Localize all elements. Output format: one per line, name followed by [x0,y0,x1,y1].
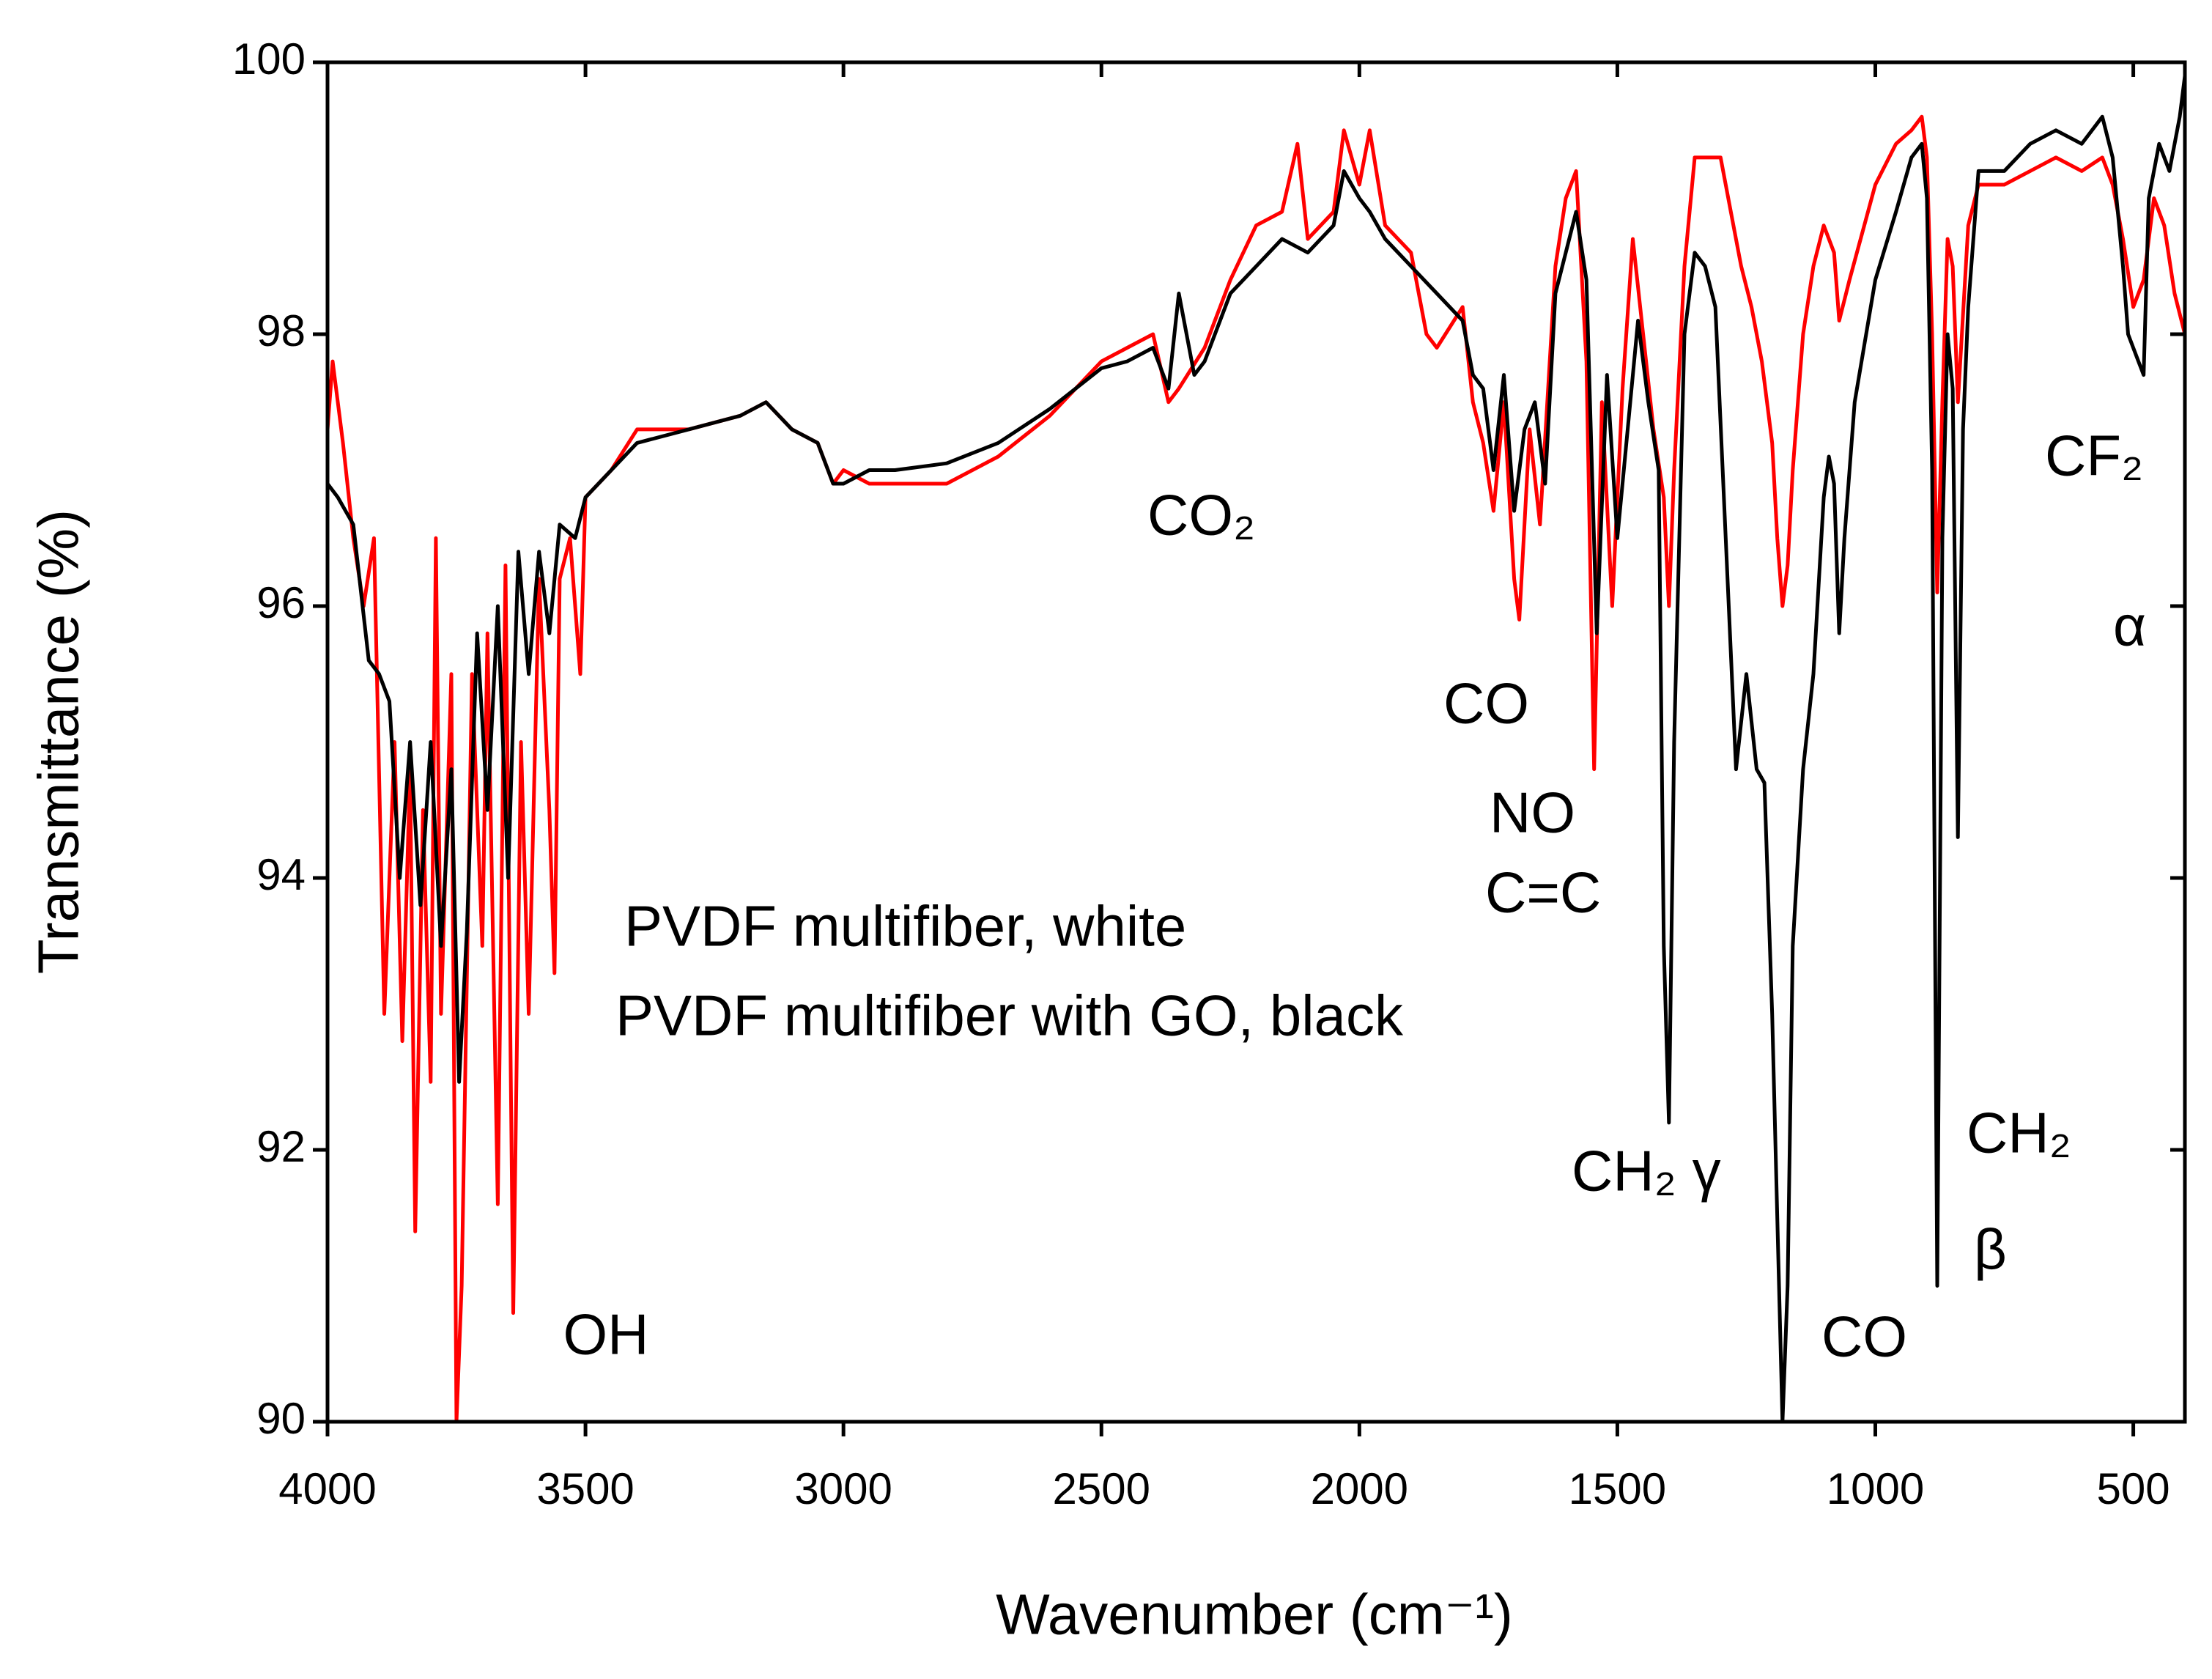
plot-area [325,75,2187,1424]
annotation: CO₂ [1147,483,1255,547]
x-tick-label: 500 [2097,1464,2170,1513]
x-tick-label: 2500 [1053,1464,1150,1513]
annotation: NO [1490,781,1575,845]
annotation: C=C [1485,860,1601,925]
y-axis-title: Transmittance (%) [26,509,91,974]
x-tick-label: 3500 [536,1464,634,1513]
y-tick-label: 90 [256,1394,306,1443]
annotation: OH [563,1302,649,1367]
x-tick-label: 2000 [1311,1464,1408,1513]
y-tick-label: 96 [256,578,306,627]
y-tick-label: 94 [256,850,306,899]
legend-entry: PVDF multifiber, white [624,894,1186,959]
x-axis-title: Wavenumber (cm⁻¹) [996,1582,1513,1647]
y-tick-label: 98 [256,306,306,355]
annotation: CH₂ [1967,1101,2071,1165]
x-tick-label: 1000 [1827,1464,1924,1513]
annotation: α [2113,594,2146,658]
annotation: CO [1443,671,1529,736]
annotation: CH₂ γ [1572,1139,1721,1203]
legend-entry: PVDF multifiber with GO, black [615,984,1404,1048]
annotation: CO [1821,1305,1907,1369]
y-tick-label: 92 [256,1122,306,1171]
x-tick-label: 1500 [1569,1464,1666,1513]
y-tick-label: 100 [232,34,306,84]
spectrum-line [326,75,2187,1424]
annotation: β [1974,1217,2007,1282]
annotation: CF₂ [2045,424,2143,488]
spectrum-line [325,114,2187,1424]
x-tick-label: 4000 [278,1464,376,1513]
x-tick-label: 3000 [794,1464,892,1513]
axes-frame [325,60,2187,1424]
